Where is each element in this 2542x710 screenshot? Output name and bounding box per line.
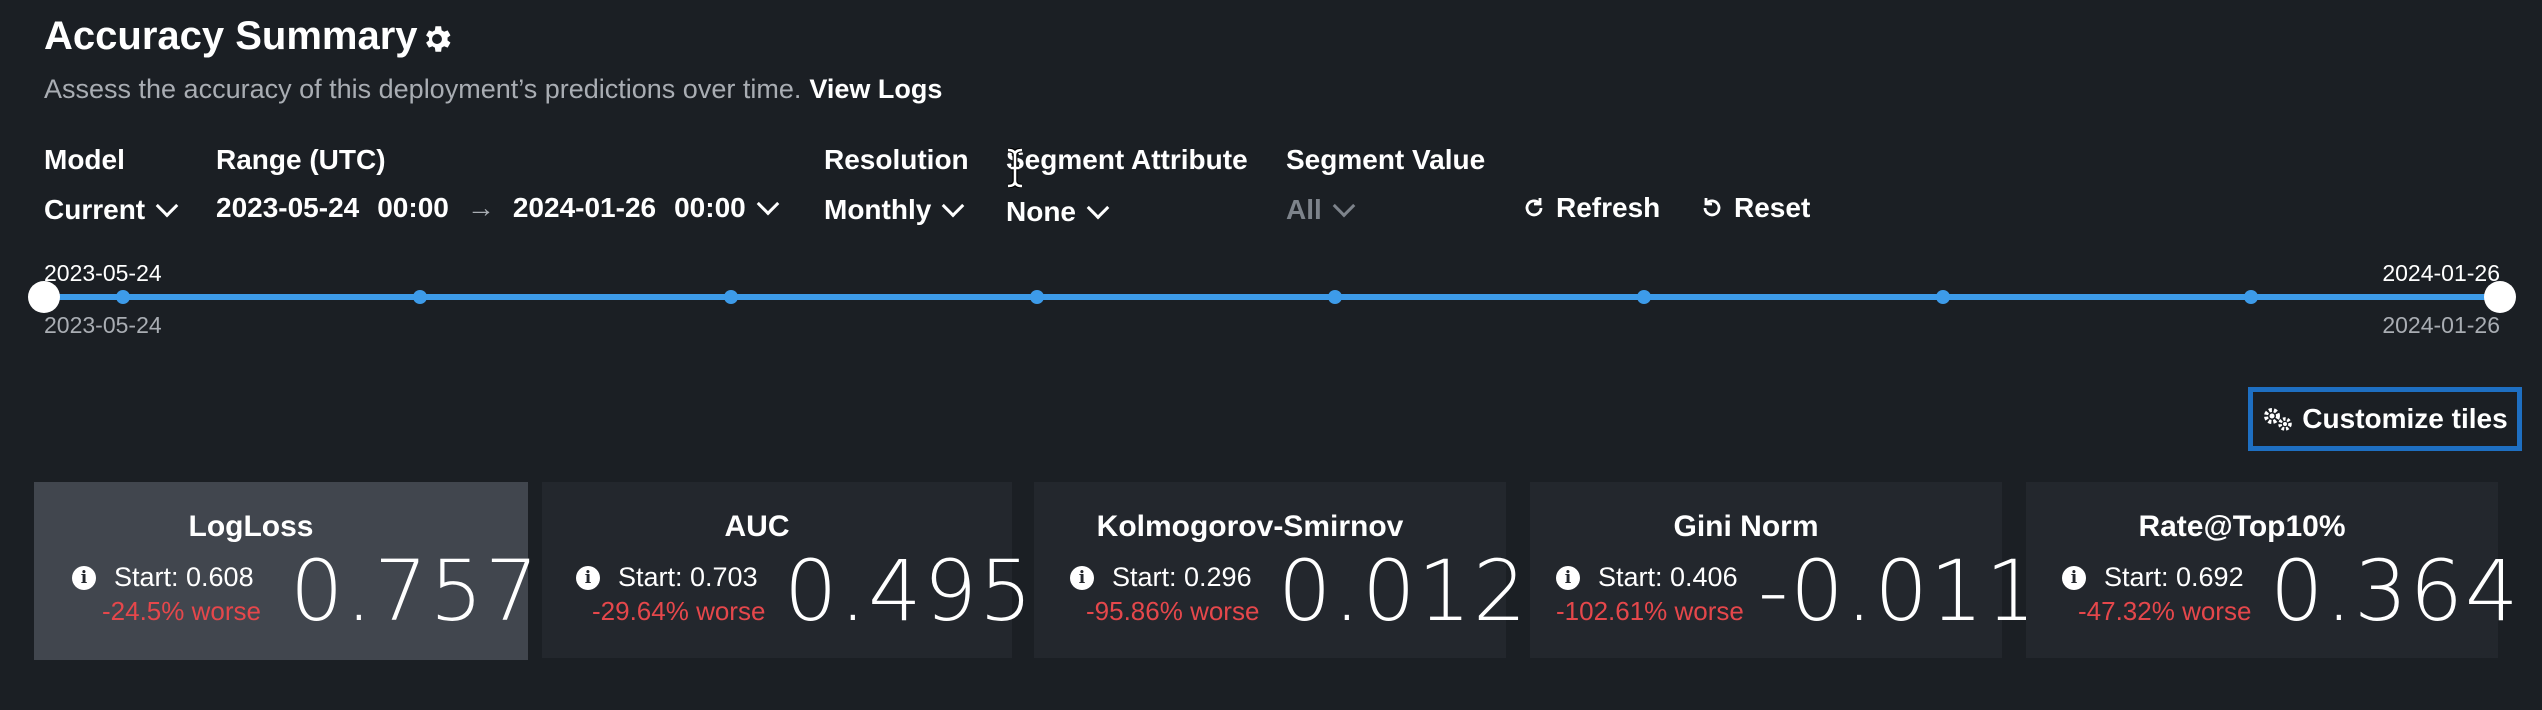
tile-value: -0.011 [1758, 542, 2041, 640]
segment-value-value: All [1286, 194, 1322, 225]
slider-start-sublabel: 2023-05-24 [44, 312, 162, 338]
page-subtitle: Assess the accuracy of this deployment’s… [44, 74, 942, 105]
tile-title: AUC [724, 510, 790, 543]
tile-start-value: Start: 0.703 [618, 562, 758, 592]
tile-value: 0.757 [290, 542, 541, 640]
range-start-time: 00:00 [377, 192, 449, 223]
tile-start-value: Start: 0.692 [2104, 562, 2244, 592]
tile-title: Rate@Top10% [2138, 510, 2346, 543]
undo-icon [1703, 198, 1721, 217]
resolution-dropdown[interactable]: Monthly [824, 194, 965, 226]
range-start-date: 2023-05-24 [216, 192, 360, 223]
tile-start: i Start: 0.692 [2062, 562, 2244, 593]
tile-start: i Start: 0.296 [1070, 562, 1252, 593]
refresh-button[interactable]: Refresh [1522, 192, 1660, 224]
slider-tick[interactable] [1637, 290, 1651, 304]
reset-button[interactable]: Reset [1700, 192, 1810, 224]
tile-start-value: Start: 0.296 [1112, 562, 1252, 592]
model-value: Current [44, 194, 146, 225]
tile-change: -102.61% worse [1556, 596, 1744, 626]
slider-tick[interactable] [116, 290, 130, 304]
tile-start-value: Start: 0.608 [114, 562, 254, 592]
tile-value: 0.364 [2270, 542, 2521, 640]
subtitle-text: Assess the accuracy of this deployment’s… [44, 74, 802, 104]
tile-change: -29.64% worse [592, 596, 766, 626]
slider-tick[interactable] [1936, 290, 1950, 304]
slider-tick[interactable] [724, 290, 738, 304]
customize-tiles-label: Customize tiles [2302, 403, 2508, 434]
range-end-date: 2024-01-26 [512, 192, 657, 223]
tile-start: i Start: 0.703 [576, 562, 758, 593]
page-title: Accuracy Summary [44, 14, 418, 58]
slider-end-label: 2024-01-26 [2382, 260, 2500, 286]
metric-tile-rate-top10[interactable]: Rate@Top10% i Start: 0.692 -47.32% worse … [2026, 482, 2518, 658]
slider-tick[interactable] [413, 290, 427, 304]
resolution-value: Monthly [824, 194, 932, 225]
tile-start-value: Start: 0.406 [1598, 562, 1738, 592]
refresh-icon [1525, 198, 1543, 217]
tile-title: LogLoss [188, 510, 314, 543]
slider-tick[interactable] [1030, 290, 1044, 304]
chevron-down-icon [155, 194, 179, 218]
segment-value-label: Segment Value [1286, 144, 1486, 175]
refresh-label: Refresh [1556, 192, 1661, 223]
tile-title: Kolmogorov-Smirnov [1096, 510, 1404, 543]
segment-attribute-value: None [1006, 196, 1076, 227]
gears-icon [2264, 408, 2293, 431]
customize-tiles-button[interactable]: Customize tiles [2248, 387, 2522, 451]
metric-tile-gini[interactable]: Gini Norm i Start: 0.406 -102.61% worse -… [1530, 482, 2039, 658]
info-icon[interactable]: i [2062, 565, 2086, 590]
arrow-right-icon: → [466, 192, 495, 223]
slider-end-handle[interactable] [2484, 281, 2516, 313]
chevron-down-icon [1332, 194, 1356, 218]
slider-end-sublabel: 2024-01-26 [2382, 312, 2500, 338]
slider-tick[interactable] [1328, 290, 1342, 304]
info-icon[interactable]: i [72, 565, 96, 590]
resolution-label: Resolution [824, 144, 969, 175]
tile-value: 0.012 [1278, 542, 1529, 640]
metric-tile-auc[interactable]: AUC i Start: 0.703 -29.64% worse 0.495 [542, 482, 1032, 658]
tile-start: i Start: 0.608 [72, 562, 254, 593]
tile-change: -24.5% worse [102, 596, 261, 626]
view-logs-link[interactable]: View Logs [809, 74, 943, 104]
segment-attribute-dropdown[interactable]: None [1006, 196, 1110, 228]
slider-tick[interactable] [2244, 290, 2258, 304]
tile-start: i Start: 0.406 [1556, 562, 1738, 593]
text-cursor-icon [1007, 148, 1023, 188]
chevron-down-icon [1086, 196, 1110, 220]
gear-icon[interactable] [420, 22, 454, 56]
range-end-time: 00:00 [674, 192, 746, 223]
segment-value-dropdown[interactable]: All [1286, 194, 1356, 226]
chevron-down-icon [941, 194, 965, 218]
tile-change: -47.32% worse [2078, 596, 2252, 626]
metric-tile-logloss[interactable]: LogLoss i Start: 0.608 -24.5% worse 0.757 [34, 482, 538, 660]
info-icon[interactable]: i [1556, 565, 1580, 590]
slider-start-handle[interactable] [28, 281, 60, 313]
metric-tile-ks[interactable]: Kolmogorov-Smirnov i Start: 0.296 -95.86%… [1034, 482, 1526, 658]
info-icon[interactable]: i [1070, 565, 1094, 590]
range-picker[interactable]: 2023-05-24 00:00 → 2024-01-26 00:00 [216, 192, 780, 224]
reset-label: Reset [1734, 192, 1811, 223]
slider-start-label: 2023-05-24 [44, 260, 162, 286]
range-slider-track[interactable] [44, 294, 2500, 300]
model-dropdown[interactable]: Current [44, 194, 179, 226]
tile-value: 0.495 [784, 542, 1035, 640]
info-icon[interactable]: i [576, 565, 600, 590]
range-label: Range (UTC) [216, 144, 386, 175]
model-label: Model [44, 144, 125, 175]
chevron-down-icon [756, 192, 780, 216]
tile-title: Gini Norm [1673, 510, 1819, 543]
tile-change: -95.86% worse [1086, 596, 1260, 626]
segment-attribute-label: Segment Attribute [1006, 144, 1248, 175]
